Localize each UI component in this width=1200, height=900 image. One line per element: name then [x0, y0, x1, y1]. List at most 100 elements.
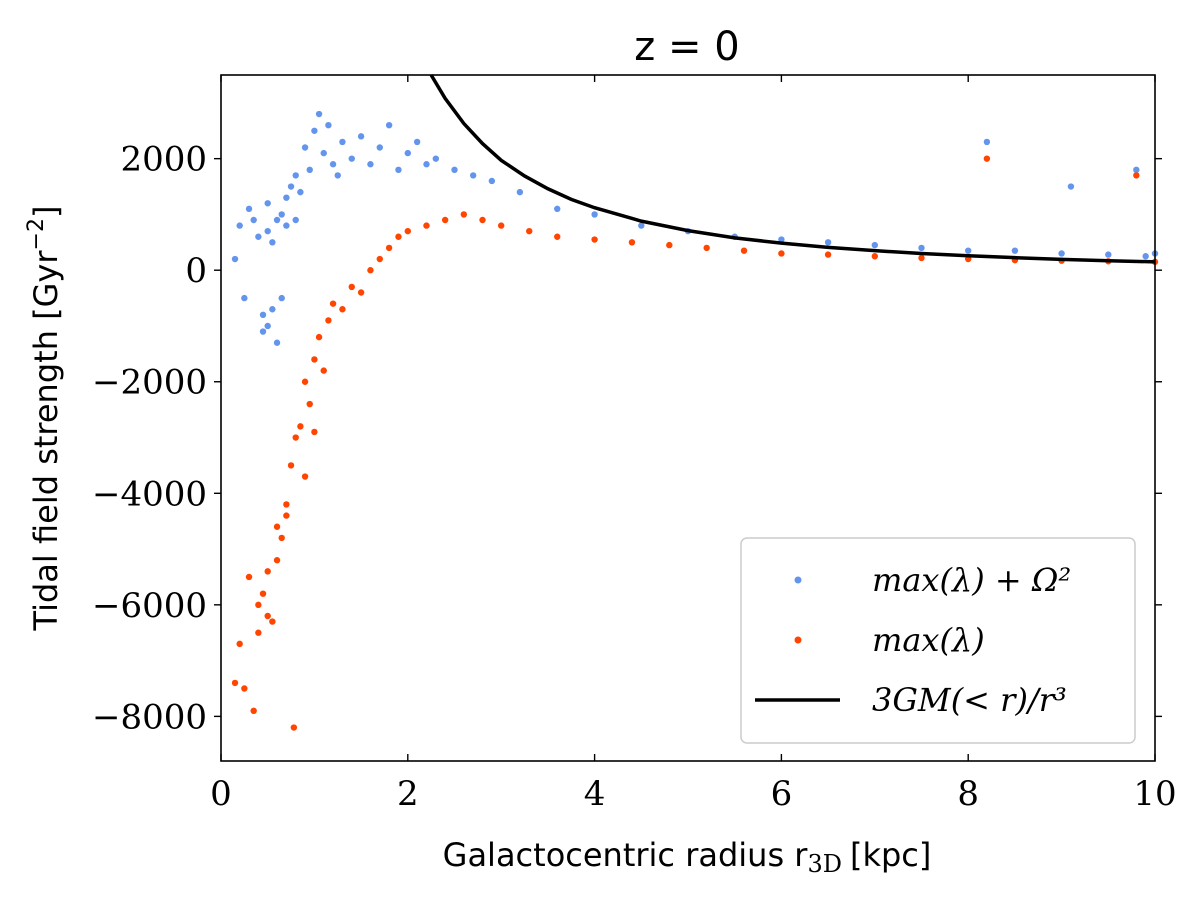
series-0-point [983, 138, 991, 146]
series-1-point [273, 557, 281, 564]
series-1-point [320, 367, 327, 374]
series-0-point [297, 188, 304, 196]
series-0-point [278, 294, 285, 302]
series-1-point [245, 573, 253, 581]
series-1-point [329, 300, 337, 307]
series-1-point [824, 251, 832, 258]
series-1-point [918, 254, 925, 262]
series-0-point [325, 121, 332, 129]
series-0-point [918, 244, 925, 252]
series-0-point [264, 227, 271, 235]
series-0-point [283, 194, 290, 201]
x-tick-label: 10 [1133, 774, 1176, 814]
series-1-point [357, 289, 365, 296]
series-0-point [245, 205, 253, 213]
series-1-point [385, 244, 393, 252]
series-0-point [638, 222, 645, 229]
series-1-point [983, 155, 991, 162]
series-0-point [241, 294, 248, 302]
series-1-point [479, 216, 486, 224]
legend-marker-series-1 [794, 636, 802, 644]
x-tick-label: 6 [771, 774, 793, 814]
series-1-point [740, 247, 748, 254]
legend-label-series-0: max(λ) + Ω² [872, 561, 1071, 599]
series-1-point [1133, 172, 1140, 179]
chart-title: z = 0 [634, 24, 739, 70]
series-0-point [264, 322, 271, 330]
plot-frame [220, 74, 1156, 762]
series-0-point [292, 172, 299, 179]
series-0-point [269, 239, 276, 246]
series-1-point [666, 241, 673, 249]
series-0-point [357, 133, 365, 140]
series-0-point [315, 110, 323, 118]
series-0-point [367, 161, 374, 168]
series-0-point [423, 161, 430, 168]
x-axis: 0 2 4 6 8 10 [210, 75, 1177, 814]
x-tick-label: 0 [210, 774, 232, 814]
series-0-point [1142, 253, 1149, 260]
series-0-point [395, 166, 402, 174]
series-0-point [469, 172, 477, 179]
series-1-point [526, 227, 533, 235]
series-1-point [264, 612, 271, 620]
series-1-point [301, 473, 309, 480]
series-1-point [311, 428, 318, 436]
series-0-point [376, 144, 383, 151]
series-0-point [269, 306, 276, 313]
series-1-point [376, 255, 383, 263]
series-0-point [413, 138, 421, 146]
x-axis-label-unit: [kpc] [850, 836, 931, 874]
y-tick-label: −4000 [92, 474, 207, 514]
series-0-point [488, 177, 496, 185]
x-tick-label: 4 [584, 774, 606, 814]
series-0-point [1011, 247, 1019, 254]
series-1-point [367, 267, 374, 274]
legend-label-series-2: 3GM(< r)/r³ [872, 681, 1067, 719]
series-0-point [273, 216, 281, 224]
x-tick-label: 8 [957, 774, 979, 814]
series-0-point [965, 247, 972, 254]
series-1-point [460, 211, 468, 218]
y-axis-label-end: ] [27, 206, 65, 218]
series-0-point [255, 233, 262, 240]
series-0-point [1133, 166, 1140, 174]
series-2-line [429, 74, 1156, 264]
series-1-point [778, 250, 785, 257]
series-1-point [315, 333, 323, 341]
series-0-point [320, 149, 327, 157]
y-axis-label: Tidal field strength [Gyr−2] [24, 206, 65, 632]
y-tick-label: −6000 [92, 586, 207, 626]
legend-marker-series-0 [794, 576, 802, 584]
x-tick-label: 2 [397, 774, 419, 814]
series-0-point [273, 339, 281, 346]
series-0-point [591, 211, 598, 218]
legend-label-series-1: max(λ) [872, 621, 985, 659]
series-1-point [554, 233, 561, 240]
line-layer [429, 74, 1156, 264]
series-0-point [264, 200, 271, 207]
series-0-point [311, 127, 318, 134]
series-1-point [404, 227, 411, 235]
series-0-point [259, 311, 267, 319]
series-1-point [290, 724, 298, 731]
series-1-point [441, 216, 449, 224]
series-0-point [348, 155, 355, 162]
x-axis-label-sub: 3D [807, 850, 842, 878]
y-tick-label: −8000 [92, 697, 207, 737]
series-0-point [516, 188, 524, 196]
series-1-point [591, 236, 598, 243]
series-0-point [301, 144, 309, 151]
series-1-point [283, 512, 290, 519]
series-0-point [259, 328, 267, 335]
series-1-point [703, 244, 710, 252]
series-1-point [236, 640, 243, 648]
series-1-point [250, 707, 257, 715]
series-1-point [311, 356, 318, 363]
series-0-point [1058, 250, 1065, 257]
series-0-point [292, 216, 299, 224]
series-1-point [339, 306, 346, 313]
y-tick-label: 0 [185, 251, 207, 291]
series-0-point [778, 236, 785, 243]
series-1-point [255, 601, 262, 609]
